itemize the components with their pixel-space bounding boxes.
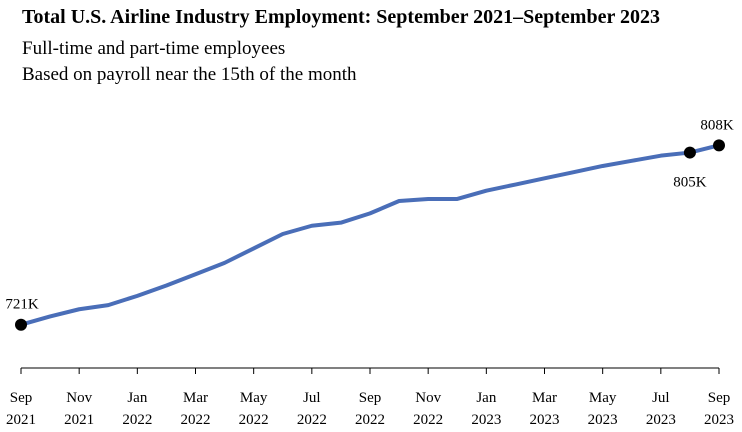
x-tick-label-month: Mar [532,390,557,406]
chart-subtitle-payroll: Based on payroll near the 15th of the mo… [22,64,357,85]
x-tick-label-year: 2023 [471,412,501,428]
x-tick-label-year: 2021 [64,412,94,428]
data-point-marker [683,146,696,159]
x-tick-label-month: Jul [652,390,670,406]
x-tick-label-year: 2022 [122,412,152,428]
x-tick-label-year: 2022 [181,412,211,428]
x-tick-label-year: 2023 [530,412,560,428]
x-tick-label-month: Sep [359,390,382,406]
x-tick-label-year: 2023 [646,412,676,428]
data-point-marker [713,139,725,152]
x-tick-label-month: Nov [66,390,92,406]
chart-title: Total U.S. Airline Industry Employment: … [22,6,660,28]
x-tick-label-year: 2022 [297,412,327,428]
data-label: 721K [5,297,39,313]
data-point-marker [15,318,27,331]
data-label: 805K [673,175,707,191]
x-tick-label-year: 2022 [413,412,443,428]
series-line-0 [19,143,721,327]
x-tick-label-month: May [240,390,268,406]
x-tick-label-month: Jul [303,390,321,406]
x-tick-label-year: 2023 [588,412,618,428]
x-tick-label-month: Jan [127,390,147,406]
x-tick-label-year: 2023 [704,412,734,428]
x-tick-label-year: 2022 [239,412,269,428]
x-tick-label-month: Sep [10,390,33,406]
data-label: 808K [700,117,734,133]
x-tick-label-year: 2021 [6,412,36,428]
x-tick-label-month: Nov [415,390,441,406]
x-tick-label-year: 2022 [355,412,385,428]
x-tick-label-month: Jan [476,390,496,406]
chart-subtitle-employees: Full-time and part-time employees [22,38,286,59]
x-tick-label-month: Sep [708,390,731,406]
x-tick-label-month: Mar [183,390,208,406]
x-tick-label-month: May [589,390,617,406]
